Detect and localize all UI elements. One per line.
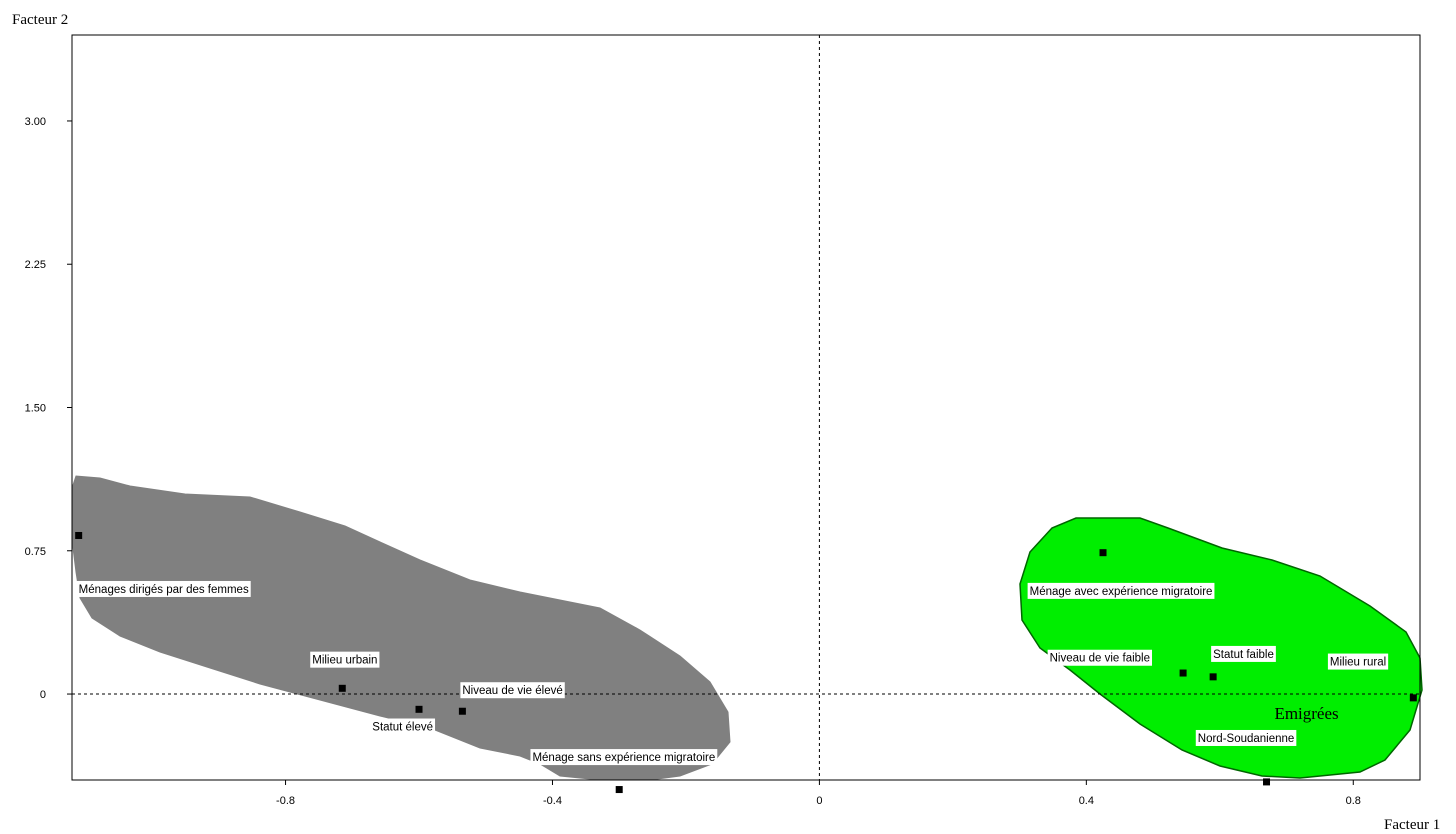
point-label: Ménage avec expérience migratoire (1027, 582, 1215, 599)
data-point (338, 684, 346, 692)
x-tick-label: -0.4 (543, 795, 562, 807)
x-axis-ticks: -0.8 -0.4 0 0.4 0.8 (276, 780, 1361, 807)
point-label: Ménage sans expérience migratoire (530, 749, 718, 766)
point-label-text: Ménages dirigés par des femmes (79, 584, 249, 596)
point-label-background (460, 682, 565, 699)
y-tick-label: 3.00 (25, 116, 46, 128)
data-point (458, 707, 466, 715)
point-label-text: Nord-Soudanienne (1198, 733, 1295, 745)
group-label: Emigrées (1274, 704, 1338, 723)
point-label-text: Statut faible (1213, 649, 1274, 661)
point-label-background (530, 749, 718, 766)
point-label-background (1047, 649, 1153, 666)
data-point (1409, 694, 1417, 702)
data-point (415, 705, 423, 713)
data-point (1179, 669, 1187, 677)
point-label-background (1027, 582, 1215, 599)
data-point (1209, 673, 1217, 681)
point-label: Niveau de vie élevé (460, 682, 565, 699)
x-tick-label: 0.8 (1346, 795, 1361, 807)
point-label-text: Ménage avec expérience migratoire (1030, 586, 1213, 598)
point-labels: Ménages dirigés par des femmes Milieu urb… (76, 580, 1389, 766)
point-label-text: Milieu urbain (312, 655, 377, 667)
data-points (75, 531, 1417, 794)
data-point (615, 786, 623, 794)
point-label-text: Statut élevé (372, 722, 433, 734)
data-point (1263, 778, 1271, 786)
data-point (1099, 549, 1107, 557)
y-tick-label: 0.75 (25, 546, 46, 558)
y-tick-label: 1.50 (25, 403, 46, 415)
y-axis-ticks: 0 0.75 1.50 2.25 3.00 (25, 116, 72, 701)
data-point (75, 531, 83, 539)
point-label: Milieu urbain (310, 651, 380, 668)
y-tick-label: 2.25 (25, 259, 46, 271)
x-tick-label: 0.4 (1079, 795, 1094, 807)
point-label: Nord-Soudanienne (1195, 729, 1297, 746)
point-label: Niveau de vie faible (1047, 649, 1153, 666)
x-axis-title: Facteur 1 (1384, 817, 1440, 833)
point-label: Ménages dirigés par des femmes (76, 580, 251, 597)
x-tick-label: 0 (816, 795, 822, 807)
x-tick-label: -0.8 (276, 795, 295, 807)
point-label: Statut élevé (370, 718, 436, 735)
point-label-text: Niveau de vie élevé (462, 685, 562, 697)
point-label-background (1211, 645, 1276, 662)
point-label-background (370, 718, 436, 735)
point-label-text: Milieu rural (1330, 657, 1386, 669)
point-label-background (310, 651, 380, 668)
point-label-background (1327, 653, 1389, 670)
zero-lines (72, 35, 1420, 780)
y-axis-title: Facteur 2 (12, 12, 68, 28)
point-label-background (1195, 729, 1297, 746)
point-label-background (76, 580, 251, 597)
point-label: Statut faible (1211, 645, 1276, 662)
point-label-text: Niveau de vie faible (1050, 653, 1150, 665)
point-label-text: Ménage sans expérience migratoire (532, 752, 715, 764)
y-tick-label: 0 (40, 689, 46, 701)
point-label: Milieu rural (1327, 653, 1389, 670)
